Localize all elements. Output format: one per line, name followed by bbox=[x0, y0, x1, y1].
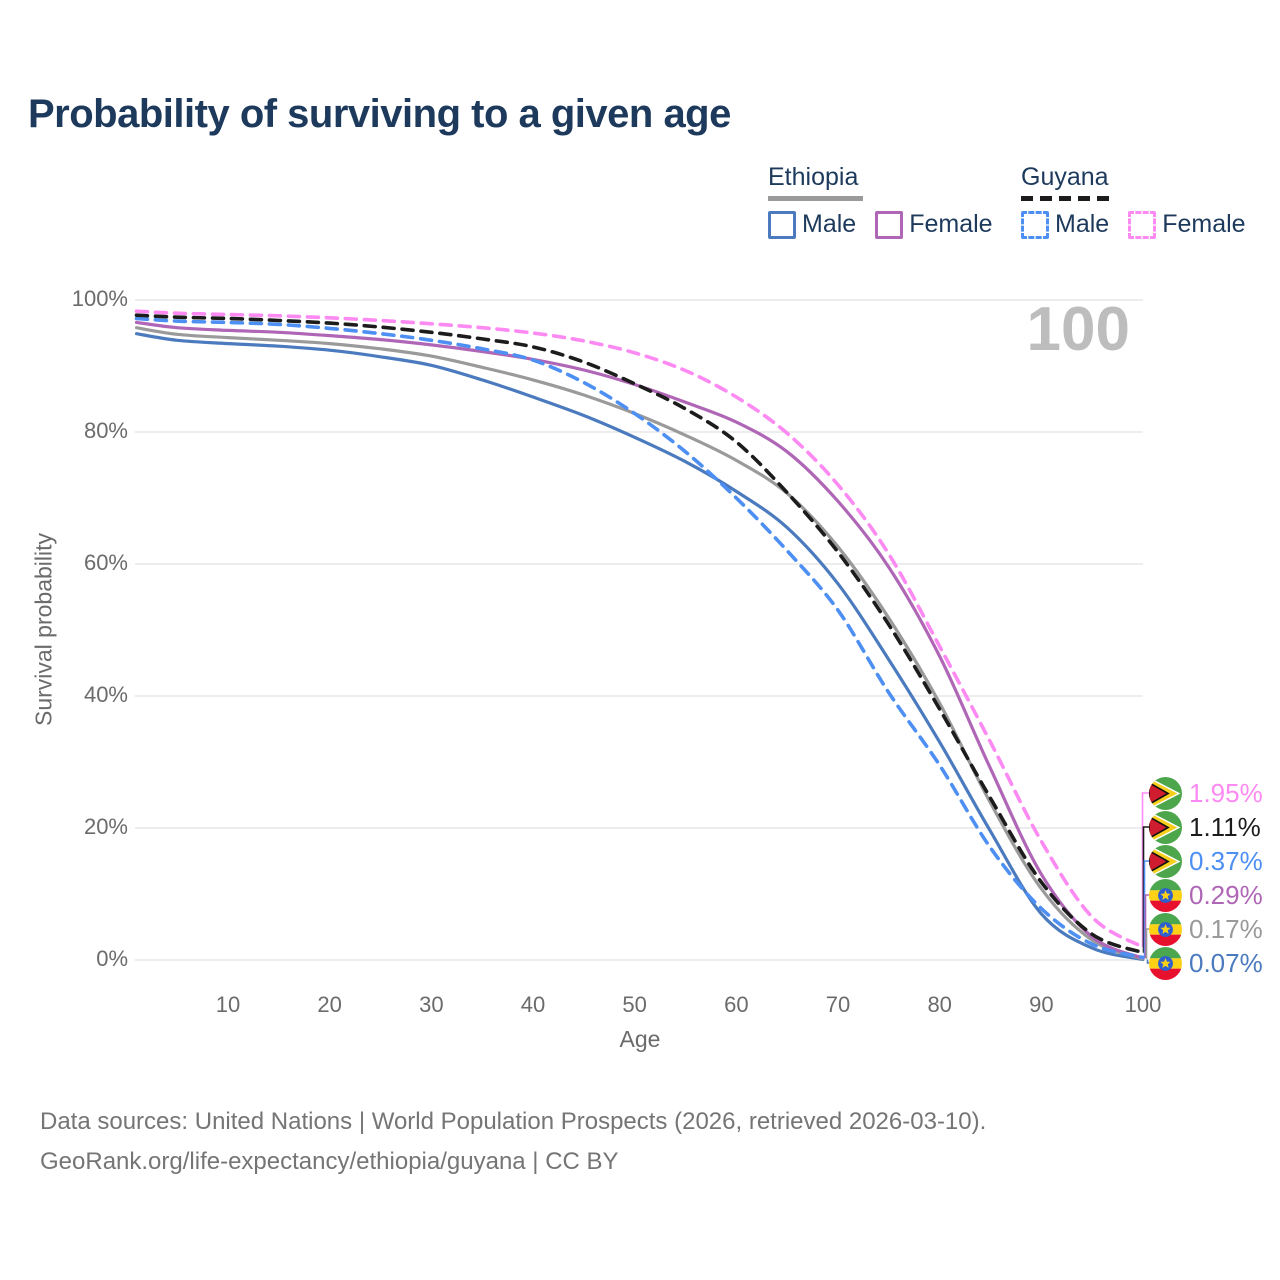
x-axis-tick-label: 50 bbox=[622, 992, 647, 1017]
curve-ethiopia-male[interactable] bbox=[134, 332, 1145, 962]
y-axis-tick-label: 60% bbox=[83, 550, 128, 575]
end-label-value: 0.17% bbox=[1189, 913, 1263, 944]
ethiopia-flag-icon bbox=[1149, 878, 1182, 912]
end-label-value: 0.07% bbox=[1189, 947, 1263, 978]
source-line-1: Data sources: United Nations | World Pop… bbox=[40, 1108, 987, 1135]
legend: Ethiopia Male Female Guyana Male Female bbox=[0, 0, 1280, 250]
y-axis-tick-label: 40% bbox=[83, 682, 128, 707]
series-end-label[interactable]: 0.07% bbox=[1149, 946, 1263, 980]
legend-line-sample-ethiopia bbox=[768, 196, 863, 201]
x-axis-tick-label: 20 bbox=[317, 992, 342, 1017]
x-axis-tick-label: 30 bbox=[419, 992, 444, 1017]
ethiopia-flag-icon bbox=[1149, 946, 1182, 980]
series-end-label[interactable]: 0.17% bbox=[1149, 912, 1263, 946]
y-axis-tick-label: 80% bbox=[83, 418, 128, 443]
legend-swatch-guyana-male[interactable] bbox=[1021, 210, 1049, 239]
legend-group-guyana: Guyana Male Female bbox=[1021, 163, 1246, 239]
curve-guyana-male[interactable] bbox=[134, 316, 1145, 960]
legend-swatch-ethiopia-male[interactable] bbox=[768, 210, 796, 239]
age-watermark: 100 bbox=[1026, 295, 1130, 364]
guyana-flag-icon bbox=[1149, 844, 1182, 878]
series-end-label[interactable]: 1.95% bbox=[1149, 776, 1263, 810]
legend-group-guyana-title[interactable]: Guyana bbox=[1021, 163, 1109, 191]
series-end-label[interactable]: 0.29% bbox=[1149, 878, 1263, 912]
x-axis-tick-label: 40 bbox=[520, 992, 546, 1017]
legend-label-guyana-female[interactable]: Female bbox=[1162, 210, 1246, 238]
x-axis-tick-label: 80 bbox=[927, 992, 952, 1017]
x-axis-tick-label: 100 bbox=[1124, 992, 1162, 1017]
legend-swatch-ethiopia-female[interactable] bbox=[875, 210, 904, 239]
guyana-flag-icon bbox=[1149, 776, 1182, 810]
x-axis-tick-label: 10 bbox=[215, 992, 241, 1017]
x-axis-title: Age bbox=[619, 1026, 661, 1052]
series-end-label[interactable]: 1.11% bbox=[1149, 810, 1261, 844]
series-end-label[interactable]: 0.37% bbox=[1149, 844, 1263, 878]
end-label-value: 1.11% bbox=[1189, 811, 1261, 842]
curve-guyana-female[interactable] bbox=[134, 309, 1145, 949]
end-label-value: 1.95% bbox=[1189, 777, 1263, 808]
legend-line-sample-guyana bbox=[1021, 196, 1109, 201]
legend-label-ethiopia-male[interactable]: Male bbox=[802, 210, 857, 238]
end-label-connector bbox=[1141, 792, 1151, 948]
end-label-value: 0.29% bbox=[1189, 879, 1263, 910]
curve-ethiopia-female[interactable] bbox=[134, 320, 1145, 960]
curve-ethiopia-both-sexes[interactable] bbox=[134, 326, 1145, 961]
x-axis-tick-label: 60 bbox=[724, 992, 749, 1017]
x-axis-tick-label: 70 bbox=[825, 992, 851, 1017]
y-axis-tick-label: 20% bbox=[83, 814, 128, 839]
legend-label-guyana-male[interactable]: Male bbox=[1055, 210, 1110, 238]
chart-title: Probability of surviving to a given age bbox=[28, 92, 731, 136]
legend-swatch-guyana-female[interactable] bbox=[1128, 210, 1157, 239]
curve-guyana-both-sexes[interactable] bbox=[134, 313, 1145, 955]
end-label-value: 0.37% bbox=[1189, 845, 1263, 876]
source-line-2[interactable]: GeoRank.org/life-expectancy/ethiopia/guy… bbox=[40, 1148, 619, 1175]
legend-group-ethiopia: Ethiopia Male Female bbox=[768, 163, 993, 239]
legend-label-ethiopia-female[interactable]: Female bbox=[909, 210, 993, 238]
guyana-flag-icon bbox=[1149, 810, 1182, 844]
x-axis-tick-label: 90 bbox=[1029, 992, 1054, 1017]
y-axis-tick-label: 100% bbox=[71, 286, 128, 311]
y-axis-tick-label: 0% bbox=[96, 946, 128, 971]
ethiopia-flag-icon bbox=[1149, 912, 1182, 946]
legend-group-ethiopia-title[interactable]: Ethiopia bbox=[768, 163, 859, 191]
